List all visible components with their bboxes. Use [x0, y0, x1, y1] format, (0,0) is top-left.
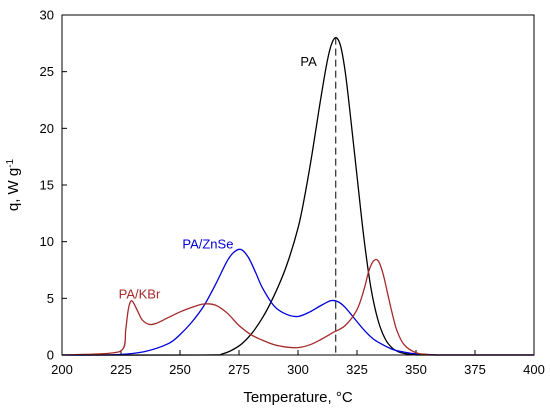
- x-tick-label: 375: [464, 362, 486, 377]
- x-tick-label: 275: [228, 362, 250, 377]
- y-tick-label: 30: [40, 8, 54, 23]
- x-tick-label: 400: [523, 362, 545, 377]
- series-label-pa: PA: [300, 54, 317, 69]
- plot-frame: [61, 14, 535, 356]
- series-line-pa: [61, 37, 535, 356]
- series-line-pa-znse: [61, 248, 534, 356]
- y-tick-label: 0: [47, 348, 54, 363]
- series-label-pa-kbr: PA/KBr: [119, 286, 161, 301]
- y-tick-label: 10: [40, 234, 54, 249]
- ticks-layer: 200 225 250 275 300 325 350 375 400 0 5 10 15 20 25 30: [40, 8, 545, 378]
- x-axis-title: Temperature, °C: [243, 389, 353, 406]
- x-tick-label: 300: [287, 362, 309, 377]
- y-tick-label: 20: [40, 121, 54, 136]
- series-layer: PA PA/ZnSe PA/KBr: [61, 37, 535, 356]
- series-line-pa-kbr: [61, 258, 535, 356]
- y-axis-title: q, W g-1: [5, 158, 23, 211]
- y-axis-title-exponent: -1: [5, 158, 16, 167]
- y-tick-label: 15: [40, 178, 54, 193]
- x-tick-label: 250: [169, 362, 191, 377]
- y-tick-label: 25: [40, 64, 54, 79]
- x-tick-label: 325: [346, 362, 368, 377]
- series-label-pa-znse: PA/ZnSe: [182, 236, 233, 251]
- y-tick-label: 5: [47, 291, 54, 306]
- x-tick-label: 350: [405, 362, 427, 377]
- x-tick-label: 200: [51, 362, 73, 377]
- y-axis-title-main: q, W g: [5, 168, 22, 211]
- x-tick-label: 225: [110, 362, 132, 377]
